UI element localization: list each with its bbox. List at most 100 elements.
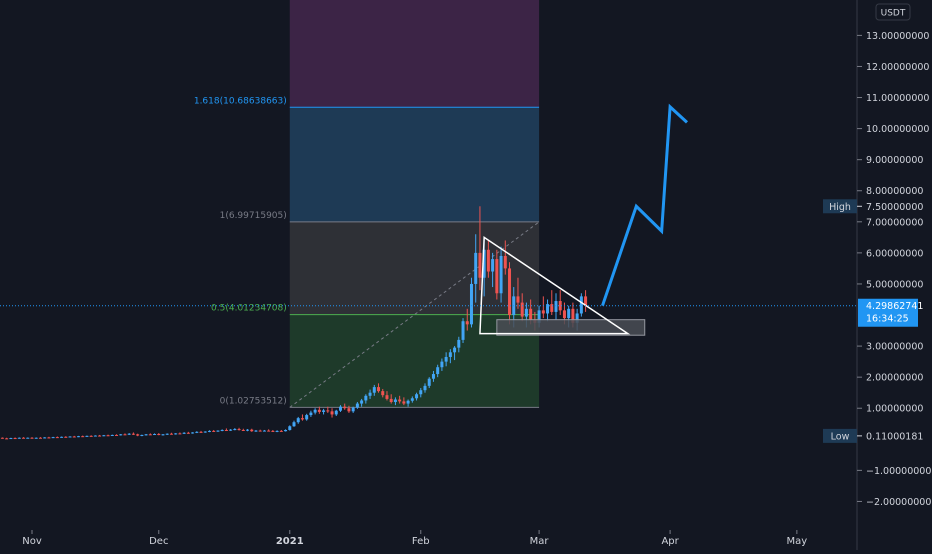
candle-body — [423, 385, 427, 391]
fib-level-label-1.618: 1.618(10.68638663) — [194, 96, 287, 106]
support-zone-rectangle[interactable] — [496, 319, 646, 336]
candle-body — [212, 430, 216, 432]
candle-body — [43, 437, 47, 439]
candle-body — [529, 308, 533, 320]
time-tick-label: Mar — [530, 536, 550, 547]
price-markers: High 7.50000000 Low 0.11000181 4.29862741 16:… — [823, 199, 923, 443]
last-price-tag — [858, 298, 918, 327]
time-tick-label: Apr — [661, 536, 679, 547]
candle-body — [165, 433, 169, 435]
candle-body — [262, 430, 266, 432]
price-tick-label: −2.00000000 — [866, 497, 931, 508]
candle-body — [584, 296, 588, 306]
candles — [0, 206, 588, 440]
fib-level-label-1: 1(6.99715905) — [220, 211, 287, 221]
candle-body — [343, 406, 347, 409]
candle-body — [465, 321, 469, 325]
candle-body — [393, 399, 397, 403]
candle-body — [241, 429, 245, 431]
high-marker-tag — [823, 199, 857, 214]
candle-body — [199, 431, 203, 433]
candle-body — [119, 434, 123, 436]
candle-body — [76, 436, 80, 438]
candle-body — [157, 434, 161, 436]
candle-body — [30, 437, 34, 439]
candle-body — [322, 410, 326, 412]
candle-body — [537, 310, 541, 323]
candle-body — [115, 434, 119, 436]
candle-body — [550, 304, 554, 312]
candle-body — [182, 432, 186, 434]
candle-body — [381, 391, 385, 396]
candle-body — [415, 394, 419, 399]
candle-body — [186, 432, 190, 434]
candle-body — [220, 429, 224, 431]
candle-body — [237, 429, 241, 431]
candle-body — [461, 321, 465, 340]
candle-body — [123, 434, 127, 436]
candle-body — [453, 347, 457, 353]
last-price-value: 4.29862741 — [866, 301, 923, 312]
candle-body — [64, 436, 68, 438]
candle-body — [72, 436, 76, 438]
candle-body — [334, 410, 338, 415]
candle-body — [22, 437, 26, 439]
fib-zone-3 — [289, 0, 540, 108]
candle-body — [250, 429, 254, 432]
candle-body — [178, 433, 182, 435]
candle-body — [368, 392, 372, 396]
candle-body — [81, 436, 85, 438]
price-tick-label: 7.00000000 — [866, 217, 923, 228]
candle-body — [60, 436, 64, 438]
candle-body — [474, 252, 478, 284]
candle-body — [389, 398, 393, 403]
price-tick-label: −1.00000000 — [866, 466, 931, 477]
price-tick-label: 8.00000000 — [866, 186, 923, 197]
low-marker-value: 0.11000181 — [866, 431, 923, 442]
currency-label: USDT — [881, 9, 906, 19]
fib-trend-line[interactable] — [289, 221, 540, 408]
candle-body — [0, 437, 4, 439]
price-axis-panel[interactable] — [857, 0, 932, 550]
candle-body — [229, 429, 233, 431]
price-tick-label: 12.00000000 — [866, 62, 929, 73]
candle-body — [68, 436, 72, 438]
candle-body — [520, 302, 524, 317]
candle-body — [554, 301, 558, 312]
candle-body — [275, 430, 279, 432]
projection-path[interactable] — [601, 103, 689, 307]
time-axis[interactable]: Nov Dec 2021 Feb Mar Apr May — [22, 530, 807, 547]
price-axis[interactable]: 13.00000000 12.00000000 11.00000000 10.0000… — [857, 31, 931, 508]
candle-body — [448, 352, 452, 357]
candle-body — [195, 431, 199, 433]
candle-body — [98, 435, 102, 437]
candle-body — [347, 408, 351, 412]
candle-body — [203, 431, 207, 433]
candle-body — [305, 415, 309, 420]
candle-body — [144, 434, 148, 436]
candle-body — [93, 435, 97, 437]
candle-body — [410, 398, 414, 401]
candle-body — [254, 430, 258, 432]
candle-body — [469, 283, 473, 325]
price-tick-label: 6.00000000 — [866, 248, 923, 259]
candle-body — [385, 395, 389, 399]
candle-body — [524, 308, 528, 317]
candle-body — [427, 378, 431, 386]
candle-body — [516, 296, 520, 303]
price-tick-label: 9.00000000 — [866, 155, 923, 166]
time-tick-label: Nov — [22, 536, 42, 547]
price-tick-label: 2.00000000 — [866, 373, 923, 384]
candle-body — [279, 430, 283, 432]
candle-body — [106, 435, 110, 437]
candle-body — [317, 409, 321, 412]
descending-triangle[interactable] — [479, 235, 631, 335]
candle-body — [224, 429, 228, 431]
candle-body — [288, 426, 292, 430]
drawings[interactable] — [479, 103, 689, 336]
candle-body — [153, 434, 157, 436]
currency-badge[interactable]: USDT — [875, 3, 911, 21]
candle-body — [85, 435, 89, 437]
